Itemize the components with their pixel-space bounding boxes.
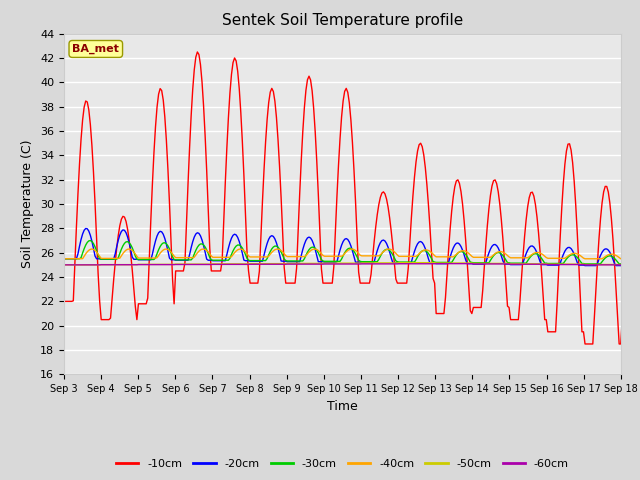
Text: BA_met: BA_met — [72, 44, 119, 54]
Legend: -10cm, -20cm, -30cm, -40cm, -50cm, -60cm: -10cm, -20cm, -30cm, -40cm, -50cm, -60cm — [112, 455, 573, 474]
X-axis label: Time: Time — [327, 400, 358, 413]
Title: Sentek Soil Temperature profile: Sentek Soil Temperature profile — [222, 13, 463, 28]
Y-axis label: Soil Temperature (C): Soil Temperature (C) — [22, 140, 35, 268]
